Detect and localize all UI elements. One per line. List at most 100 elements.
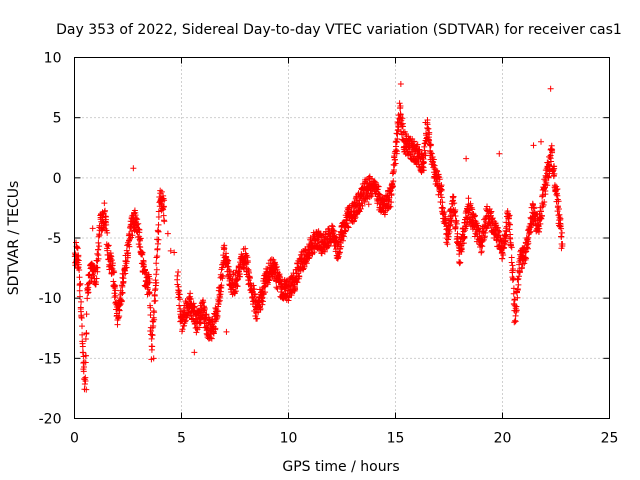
data-point	[388, 191, 395, 197]
data-point	[525, 234, 532, 241]
data-point	[105, 242, 112, 249]
data-point	[82, 352, 89, 359]
data-point	[108, 257, 115, 264]
data-point	[507, 231, 514, 238]
data-point	[236, 273, 243, 280]
data-point	[122, 270, 129, 277]
data-point	[343, 220, 350, 227]
data-point	[79, 331, 86, 338]
data-point	[109, 262, 116, 269]
data-point	[84, 290, 91, 297]
data-point	[202, 314, 209, 321]
data-point	[434, 168, 441, 175]
plot-points	[71, 80, 566, 393]
data-point	[465, 209, 472, 216]
data-point	[558, 225, 565, 232]
data-point	[475, 224, 482, 231]
data-point	[511, 319, 518, 326]
data-point	[213, 308, 220, 315]
data-point	[227, 268, 233, 275]
y-tick-label: 10	[44, 51, 62, 67]
data-point	[89, 225, 96, 232]
data-point	[557, 222, 564, 229]
data-point	[453, 220, 460, 227]
data-point	[149, 332, 156, 339]
data-point	[232, 288, 239, 295]
data-point	[259, 287, 266, 294]
data-point	[345, 224, 352, 231]
data-point	[82, 377, 89, 384]
data-point	[78, 313, 85, 320]
data-point	[527, 224, 534, 231]
data-point	[559, 241, 566, 248]
data-point	[446, 222, 453, 229]
data-point	[252, 290, 259, 297]
data-point	[427, 149, 434, 156]
data-point	[447, 221, 454, 228]
data-point	[234, 283, 241, 290]
data-point	[207, 334, 214, 341]
data-point	[558, 229, 565, 236]
data-point	[465, 195, 472, 202]
data-point	[144, 286, 151, 293]
data-point	[392, 143, 399, 150]
data-point	[96, 243, 103, 250]
data-point	[352, 214, 359, 221]
data-point	[358, 200, 365, 207]
data-point	[95, 233, 102, 240]
data-point	[89, 271, 96, 278]
data-point	[537, 220, 544, 227]
data-point	[93, 275, 100, 282]
data-point	[390, 178, 397, 185]
data-point	[511, 296, 518, 303]
data-point	[537, 204, 544, 211]
data-point	[488, 208, 495, 215]
data-point	[84, 295, 91, 302]
data-point	[90, 272, 97, 279]
data-point	[126, 243, 133, 250]
data-point	[146, 279, 153, 286]
data-point	[234, 276, 241, 283]
data-point	[175, 283, 182, 290]
data-point	[545, 174, 552, 181]
data-point	[164, 230, 171, 237]
data-point	[294, 270, 301, 277]
data-point	[147, 304, 154, 311]
data-point	[414, 141, 421, 148]
data-point	[503, 228, 510, 235]
data-point	[530, 142, 537, 149]
data-point	[374, 183, 381, 190]
data-point	[219, 272, 226, 279]
data-point	[200, 299, 207, 306]
data-point	[111, 269, 118, 276]
data-point	[161, 197, 168, 204]
data-point	[407, 151, 414, 158]
y-tick-label: 5	[53, 111, 62, 127]
axis-ticks: 0 5 10 15 20 25 -20 -15 -10 -5 0 5 10	[39, 51, 619, 447]
data-point	[525, 240, 532, 247]
data-point	[210, 330, 217, 337]
data-point	[212, 325, 219, 332]
data-point	[176, 287, 183, 294]
data-point	[85, 284, 92, 291]
data-point	[95, 239, 102, 246]
data-point	[187, 295, 194, 302]
data-point	[450, 193, 457, 200]
data-point	[508, 254, 515, 261]
data-point	[338, 229, 345, 236]
data-point	[175, 269, 182, 276]
data-point	[426, 137, 433, 144]
data-point	[80, 363, 87, 370]
data-point	[104, 243, 111, 250]
data-point	[437, 191, 444, 198]
data-point	[555, 198, 562, 205]
data-point	[137, 244, 144, 251]
data-point	[259, 294, 266, 301]
data-point	[152, 277, 159, 284]
data-point	[155, 213, 162, 220]
data-point	[391, 156, 398, 163]
data-point	[76, 293, 83, 300]
data-point	[147, 311, 154, 318]
data-point	[375, 183, 382, 190]
